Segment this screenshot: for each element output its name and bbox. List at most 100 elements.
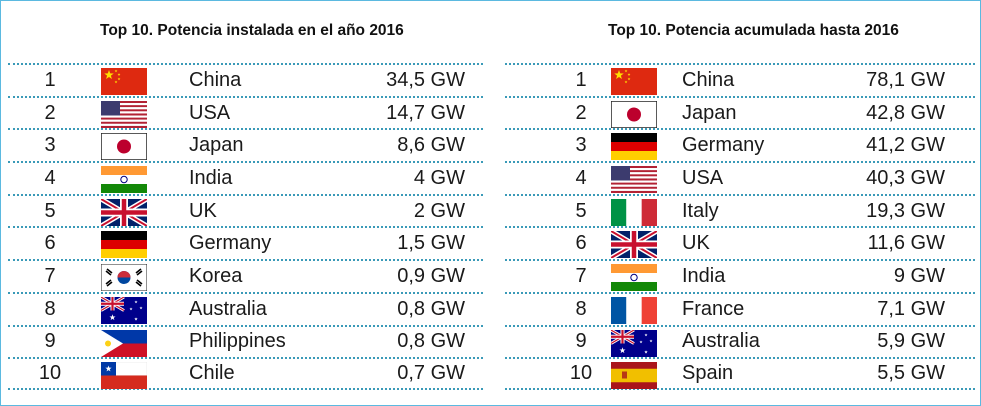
country-label: India xyxy=(189,166,233,189)
table-row: 5 Italy 19,3 GW xyxy=(505,193,975,227)
australia-flag-icon xyxy=(101,296,147,324)
france-flag-icon xyxy=(611,296,657,324)
country-label: China xyxy=(189,68,242,91)
table-row: 3 Germany 41,2 GW xyxy=(505,128,975,161)
capacity-value: 34,5 GW xyxy=(386,68,465,91)
table-row: 4 India 4 GW xyxy=(8,161,483,194)
rank-label: 10 xyxy=(38,362,62,385)
philippines-flag-icon xyxy=(101,329,147,357)
rank-label: 6 xyxy=(575,232,587,255)
uk-flag-icon xyxy=(101,198,147,226)
rank-label: 9 xyxy=(44,330,56,353)
rank-label: 6 xyxy=(44,232,56,255)
table-row: 8 France 7,1 GW xyxy=(505,291,975,325)
table-row: 7 Korea 0,9 GW xyxy=(8,259,483,292)
table-row: 8 Australia 0,8 GW xyxy=(8,291,483,325)
capacity-value: 78,1 GW xyxy=(866,68,945,91)
table-row: 4 USA 40,3 GW xyxy=(505,161,975,194)
rank-label: 5 xyxy=(575,199,587,222)
capacity-value: 40,3 GW xyxy=(866,166,945,189)
rank-label: 2 xyxy=(575,101,587,124)
country-label: USA xyxy=(189,101,231,124)
table-row: 6 Germany 1,5 GW xyxy=(8,226,483,259)
germany-flag-icon xyxy=(101,231,147,259)
capacity-value: 5,9 GW xyxy=(877,330,945,353)
country-label: Japan xyxy=(189,134,244,157)
rank-label: 8 xyxy=(575,297,587,320)
rank-label: 7 xyxy=(44,264,56,287)
capacity-value: 8,6 GW xyxy=(397,134,465,157)
rank-label: 10 xyxy=(569,362,593,385)
country-label: UK xyxy=(682,232,710,255)
country-label: UK xyxy=(189,199,217,222)
rank-label: 3 xyxy=(575,134,587,157)
country-label: USA xyxy=(682,166,724,189)
country-label: Italy xyxy=(682,199,719,222)
rank-label: 2 xyxy=(44,101,56,124)
capacity-value: 0,9 GW xyxy=(397,264,465,287)
chile-flag-icon xyxy=(101,362,147,390)
country-label: Philippines xyxy=(189,330,286,353)
table-row: 3 Japan 8,6 GW xyxy=(8,128,483,161)
table-row: 1 China 34,5 GW xyxy=(8,63,483,96)
cumulative-2016-table: 1 China 78,1 GW 2 Japan 42,8 GW 3 Germany 41,2 G… xyxy=(505,63,975,390)
rank-label: 9 xyxy=(575,330,587,353)
capacity-value: 11,6 GW xyxy=(867,232,945,255)
germany-flag-icon xyxy=(611,133,657,161)
capacity-value: 0,8 GW xyxy=(397,330,465,353)
capacity-value: 1,5 GW xyxy=(397,232,465,255)
country-label: Korea xyxy=(189,264,243,287)
table-row: 10 Spain 5,5 GW xyxy=(505,357,975,390)
capacity-value: 2 GW xyxy=(413,199,465,222)
rank-label: 4 xyxy=(575,166,587,189)
usa-flag-icon xyxy=(611,166,657,194)
installed-2016-title: Top 10. Potencia instalada en el año 201… xyxy=(100,22,404,39)
japan-flag-icon xyxy=(101,133,147,161)
table-row: 9 Philippines 0,8 GW xyxy=(8,324,483,358)
uk-flag-icon xyxy=(611,231,657,259)
table-row: 6 UK 11,6 GW xyxy=(505,226,975,259)
india-flag-icon xyxy=(101,166,147,194)
spain-flag-icon xyxy=(611,362,657,390)
italy-flag-icon xyxy=(611,198,657,226)
capacity-value: 19,3 GW xyxy=(866,199,945,222)
japan-flag-icon xyxy=(611,100,657,128)
table-row: 9 Australia 5,9 GW xyxy=(505,324,975,358)
india-flag-icon xyxy=(611,264,657,292)
capacity-value: 9 GW xyxy=(893,264,945,287)
capacity-value: 7,1 GW xyxy=(877,297,945,320)
country-label: Australia xyxy=(682,330,760,353)
capacity-value: 41,2 GW xyxy=(866,134,945,157)
installed-2016-table: 1 China 34,5 GW 2 USA 14,7 GW 3 Japan 8,6 GW 4 Ind… xyxy=(8,63,483,390)
australia-flag-icon xyxy=(611,329,657,357)
table-row: 10 Chile 0,7 GW xyxy=(8,357,483,390)
capacity-value: 0,8 GW xyxy=(397,297,465,320)
capacity-value: 5,5 GW xyxy=(877,362,945,385)
usa-flag-icon xyxy=(101,100,147,128)
country-label: Spain xyxy=(682,362,734,385)
table-row: 7 India 9 GW xyxy=(505,259,975,292)
rank-label: 8 xyxy=(44,297,56,320)
rank-label: 1 xyxy=(575,68,587,91)
country-label: China xyxy=(682,68,735,91)
cumulative-2016-title: Top 10. Potencia acumulada hasta 2016 xyxy=(608,22,899,39)
capacity-value: 4 GW xyxy=(413,166,465,189)
country-label: Japan xyxy=(682,101,737,124)
country-label: Chile xyxy=(189,362,235,385)
table-row: 2 USA 14,7 GW xyxy=(8,95,483,129)
table-row: 2 Japan 42,8 GW xyxy=(505,95,975,129)
country-label: Australia xyxy=(189,297,267,320)
china-flag-icon xyxy=(101,68,147,95)
capacity-value: 42,8 GW xyxy=(866,101,945,124)
table-row: 1 China 78,1 GW xyxy=(505,63,975,96)
korea-flag-icon xyxy=(101,264,147,292)
rank-label: 3 xyxy=(44,134,56,157)
country-label: India xyxy=(682,264,726,287)
country-label: Germany xyxy=(682,134,765,157)
capacity-value: 0,7 GW xyxy=(397,362,465,385)
rank-label: 7 xyxy=(575,264,587,287)
rank-label: 5 xyxy=(44,199,56,222)
capacity-value: 14,7 GW xyxy=(386,101,465,124)
table-row: 5 UK 2 GW xyxy=(8,193,483,227)
rank-label: 1 xyxy=(44,68,56,91)
